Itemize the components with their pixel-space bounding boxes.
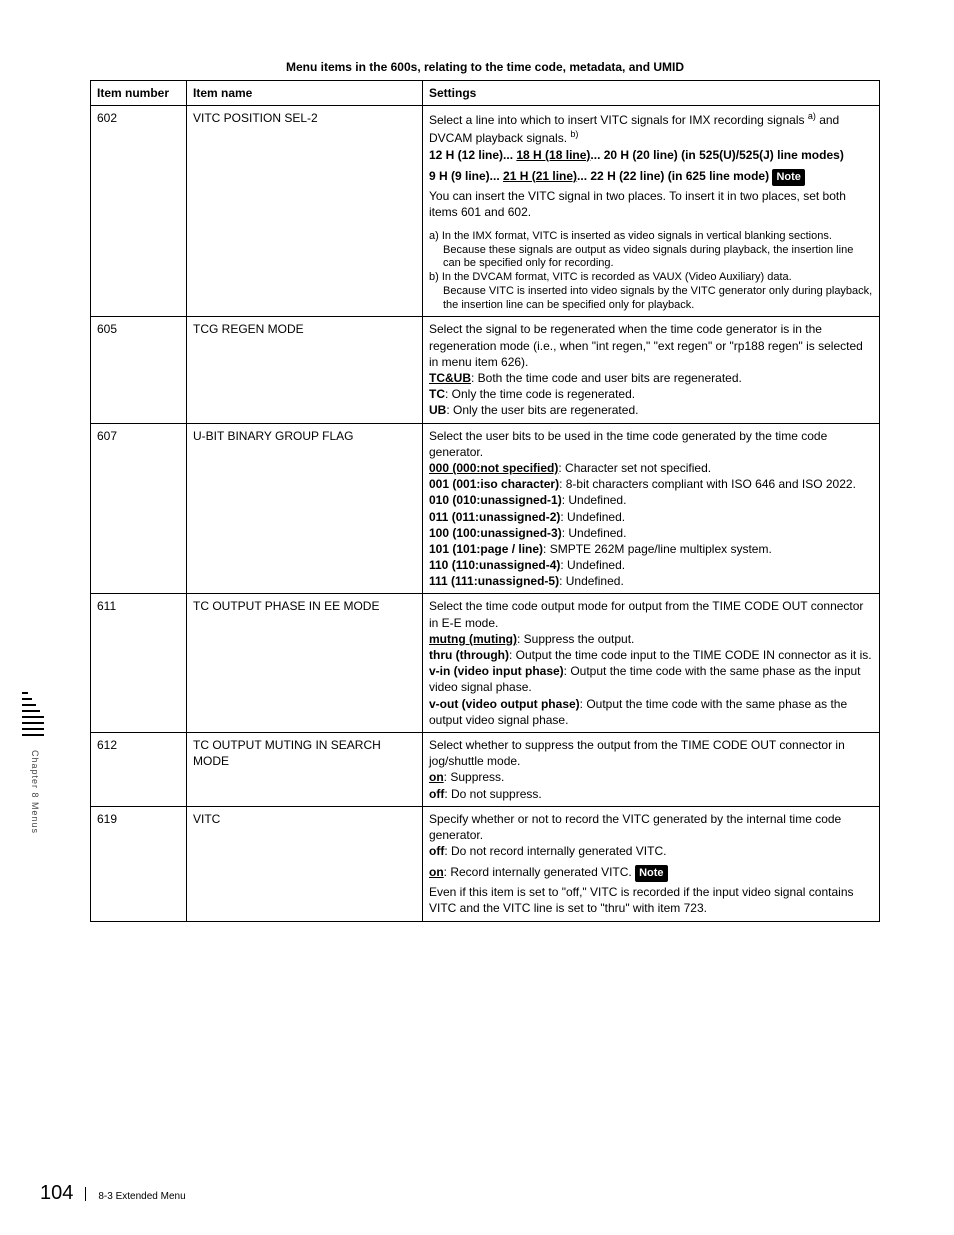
- cell-item-name: U-BIT BINARY GROUP FLAG: [187, 423, 423, 594]
- cell-item-number: 605: [91, 317, 187, 423]
- cell-item-name: VITC POSITION SEL-2: [187, 106, 423, 317]
- table-row: 619 VITC Specify whether or not to recor…: [91, 806, 880, 921]
- page-footer: 104 8-3 Extended Menu: [40, 1182, 186, 1205]
- table-title: Menu items in the 600s, relating to the …: [90, 60, 880, 74]
- cell-settings: Select the time code output mode for out…: [423, 594, 880, 733]
- header-item-name: Item name: [187, 81, 423, 106]
- cell-item-number: 602: [91, 106, 187, 317]
- cell-settings: Select a line into which to insert VITC …: [423, 106, 880, 317]
- cell-item-name: TCG REGEN MODE: [187, 317, 423, 423]
- cell-item-number: 619: [91, 806, 187, 921]
- menu-items-table: Item number Item name Settings 602 VITC …: [90, 80, 880, 922]
- cell-item-name: TC OUTPUT PHASE IN EE MODE: [187, 594, 423, 733]
- page-number: 104: [40, 1182, 73, 1205]
- cell-settings: Select the signal to be regenerated when…: [423, 317, 880, 423]
- table-row: 605 TCG REGEN MODE Select the signal to …: [91, 317, 880, 423]
- table-row: 607 U-BIT BINARY GROUP FLAG Select the u…: [91, 423, 880, 594]
- cell-item-number: 611: [91, 594, 187, 733]
- note-badge: Note: [635, 865, 667, 882]
- cell-item-name: VITC: [187, 806, 423, 921]
- header-settings: Settings: [423, 81, 880, 106]
- table-row: 612 TC OUTPUT MUTING IN SEARCH MODE Sele…: [91, 732, 880, 806]
- table-row: 602 VITC POSITION SEL-2 Select a line in…: [91, 106, 880, 317]
- footer-section: 8-3 Extended Menu: [98, 1191, 185, 1202]
- footer-separator: [85, 1187, 86, 1201]
- header-item-number: Item number: [91, 81, 187, 106]
- note-badge: Note: [772, 169, 804, 186]
- cell-settings: Specify whether or not to record the VIT…: [423, 806, 880, 921]
- cell-item-number: 612: [91, 732, 187, 806]
- cell-item-number: 607: [91, 423, 187, 594]
- cell-settings: Select the user bits to be used in the t…: [423, 423, 880, 594]
- table-row: 611 TC OUTPUT PHASE IN EE MODE Select th…: [91, 594, 880, 733]
- cell-item-name: TC OUTPUT MUTING IN SEARCH MODE: [187, 732, 423, 806]
- cell-settings: Select whether to suppress the output fr…: [423, 732, 880, 806]
- footnote-block: a) In the IMX format, VITC is inserted a…: [429, 230, 873, 313]
